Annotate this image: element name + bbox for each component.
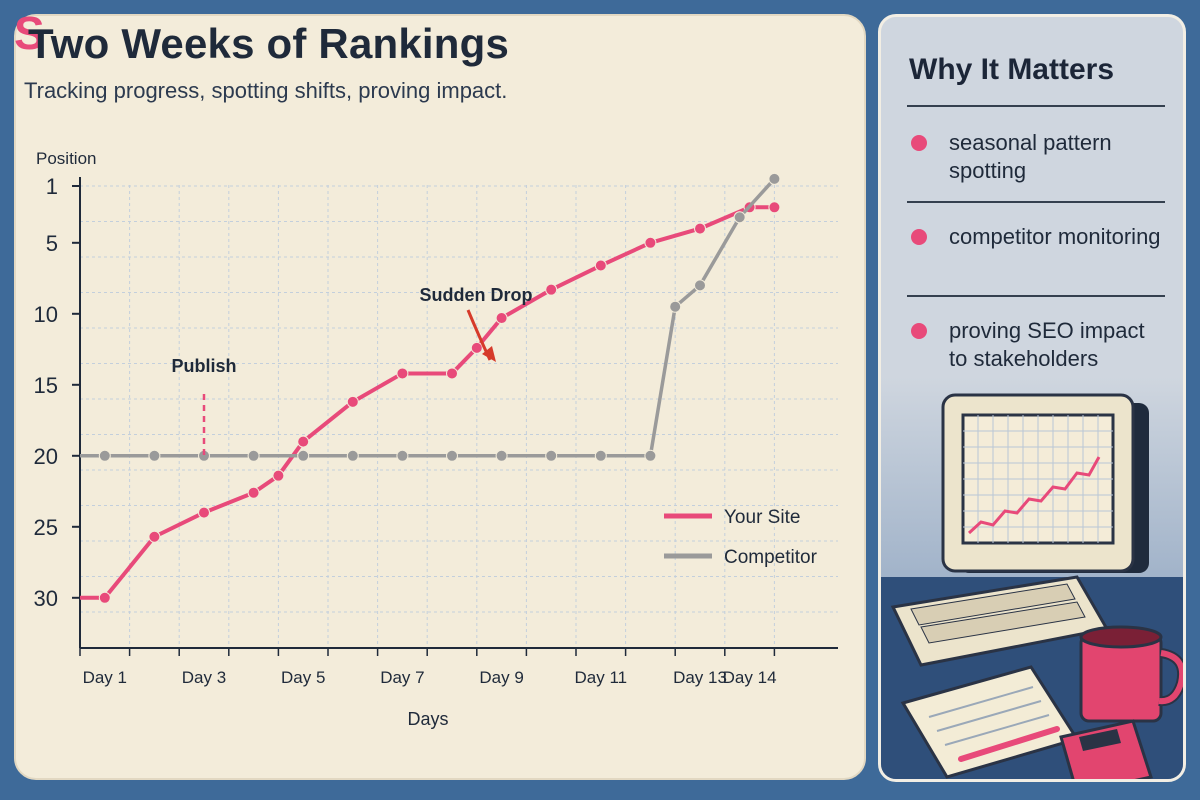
x-tick-label: Day 5 <box>281 668 325 687</box>
x-tick-label: Day 9 <box>479 668 523 687</box>
sidebar-item-text: seasonal pattern spotting <box>949 130 1112 183</box>
data-point <box>669 300 682 313</box>
y-tick-label: 10 <box>34 302 58 327</box>
data-point <box>594 259 607 272</box>
data-point <box>694 222 706 235</box>
sidebar-item-text: competitor monitoring <box>949 224 1161 249</box>
coffee-mug-icon <box>1079 625 1183 723</box>
chart-title: Two Weeks of Rankings <box>28 20 510 67</box>
data-point <box>768 201 781 214</box>
data-point <box>98 449 111 462</box>
divider <box>907 201 1165 203</box>
x-tick-label: Day 14 <box>723 668 777 687</box>
data-point <box>446 367 458 380</box>
sidebar-item-text: proving SEO impact to stakeholders <box>949 318 1145 371</box>
y-tick-label: 20 <box>34 444 58 469</box>
data-point <box>198 506 210 519</box>
why-it-matters-panel: Why It Matters seasonal pattern spotting… <box>878 14 1186 782</box>
data-point <box>733 211 746 224</box>
legend-label: Competitor <box>724 547 818 568</box>
data-point <box>694 279 706 292</box>
annotation-label: Sudden Drop <box>420 285 533 305</box>
desk-computer-illustration <box>881 377 1183 779</box>
data-point <box>545 449 558 462</box>
divider <box>907 105 1165 107</box>
data-point <box>247 486 260 499</box>
data-point <box>297 449 310 462</box>
chart-panel <box>14 14 866 780</box>
x-tick-label: Day 7 <box>380 668 424 687</box>
annotation-label: Publish <box>171 356 236 376</box>
data-point <box>396 449 409 462</box>
y-tick-label: 25 <box>34 515 58 540</box>
data-point <box>297 435 310 448</box>
data-point <box>768 172 781 185</box>
data-point <box>644 236 657 249</box>
x-tick-label: Day 1 <box>83 668 127 687</box>
legend-label: Your Site <box>724 507 800 528</box>
bullet-dot-icon <box>911 229 927 245</box>
data-point <box>545 283 558 296</box>
bullet-dot-icon <box>911 323 927 339</box>
chart-subtitle: Tracking progress, spotting shifts, prov… <box>24 78 508 103</box>
data-point <box>247 449 260 462</box>
data-point <box>346 395 359 408</box>
data-point <box>495 312 508 325</box>
y-tick-label: 1 <box>46 174 58 199</box>
x-tick-label: Day 13 <box>673 668 727 687</box>
data-point <box>148 449 161 462</box>
data-point <box>446 449 458 462</box>
arrowhead-icon <box>482 346 496 362</box>
x-tick-label: Day 3 <box>182 668 226 687</box>
data-point <box>396 367 409 380</box>
keyboard-icon <box>890 575 1110 667</box>
divider <box>907 295 1165 297</box>
y-tick-label: 5 <box>46 231 58 256</box>
notepad-icon <box>900 665 1080 779</box>
y-axis-label: Position <box>36 149 96 168</box>
sidebar-title: Why It Matters <box>909 53 1115 86</box>
data-point <box>148 530 161 543</box>
y-tick-label: 30 <box>34 586 58 611</box>
data-point <box>272 469 285 482</box>
monitor-icon <box>941 393 1149 573</box>
bullet-dot-icon <box>911 135 927 151</box>
brand-logo: S <box>14 7 45 59</box>
data-point <box>644 449 657 462</box>
x-tick-label: Day 11 <box>574 668 627 687</box>
floppy-disk-icon <box>1059 719 1153 779</box>
data-point <box>98 591 111 604</box>
data-point <box>495 449 508 462</box>
data-point <box>470 341 483 354</box>
data-point <box>594 449 607 462</box>
x-axis-label: Days <box>407 709 448 729</box>
data-point <box>346 449 359 462</box>
y-tick-label: 15 <box>34 373 58 398</box>
